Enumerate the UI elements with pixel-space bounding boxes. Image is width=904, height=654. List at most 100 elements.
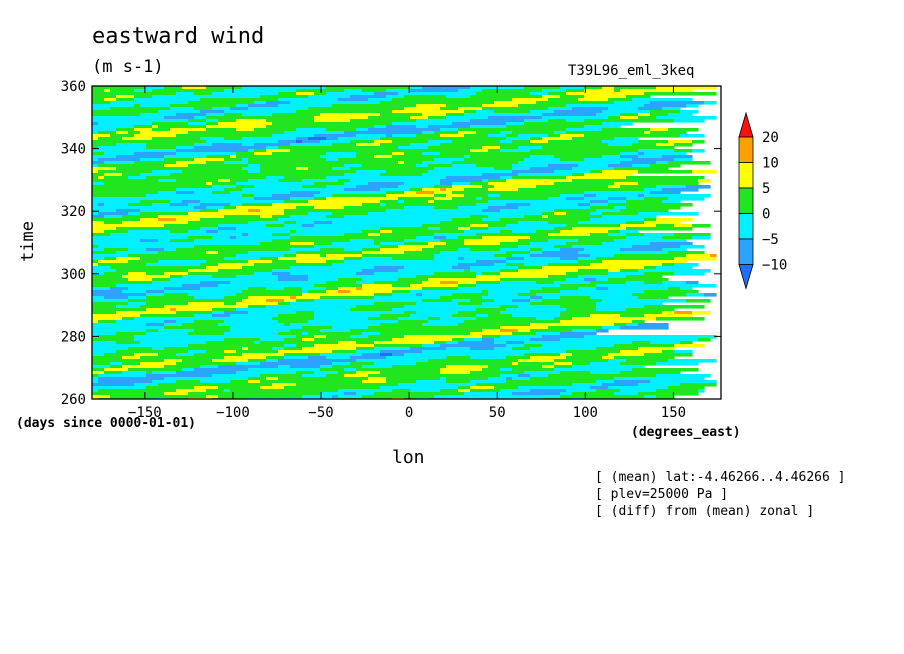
field-cell [254, 341, 261, 345]
field-cell [608, 287, 669, 291]
field-cell [200, 137, 225, 141]
field-cell [440, 182, 453, 186]
field-cell [176, 191, 195, 195]
field-cell [416, 236, 435, 240]
field-cell [614, 101, 651, 105]
x-axis-units: (degrees_east) [631, 425, 741, 440]
field-cell [92, 209, 117, 213]
field-cell [272, 260, 297, 264]
field-cell [92, 266, 111, 270]
field-cell [158, 215, 225, 219]
field-cell [608, 200, 627, 204]
field-cell [428, 227, 441, 231]
field-cell [296, 311, 315, 315]
field-cell [608, 230, 621, 234]
field-cell [392, 230, 465, 234]
field-cell [326, 197, 399, 201]
field-cell [140, 131, 189, 135]
field-cell [434, 233, 477, 237]
field-cell [314, 245, 381, 249]
field-cell [284, 221, 297, 225]
field-cell [224, 257, 261, 261]
field-cell [350, 335, 369, 339]
field-cell [146, 293, 165, 297]
run-label: T39L96_eml_3keq [568, 63, 695, 79]
field-cell [488, 365, 543, 369]
field-cell [560, 314, 591, 318]
field-cell [548, 374, 657, 378]
field-cell [692, 236, 711, 240]
field-cell [272, 122, 393, 126]
field-cell [596, 287, 609, 291]
field-cell [620, 362, 657, 366]
field-cell [386, 125, 417, 129]
field-cell [98, 377, 165, 381]
field-cell [428, 317, 441, 321]
field-cell [644, 395, 657, 399]
field-cell [386, 170, 429, 174]
field-cell [488, 290, 531, 294]
field-cell [566, 197, 585, 201]
field-cell [362, 230, 381, 234]
field-cell [386, 209, 483, 213]
field-cell [476, 308, 507, 312]
field-cell [380, 143, 411, 147]
colorbar-box [738, 187, 754, 214]
field-cell [260, 95, 309, 99]
field-cell [356, 371, 381, 375]
field-cell [422, 287, 459, 291]
field-cell [470, 149, 489, 153]
field-cell [92, 347, 129, 351]
colorbar-arrow-bottom [738, 264, 754, 290]
field-cell [500, 248, 531, 252]
field-cell [614, 89, 621, 93]
field-cell [92, 227, 117, 231]
field-cell [296, 140, 303, 144]
field-cell [476, 272, 483, 276]
field-cell [668, 386, 705, 390]
field-cell [188, 131, 285, 135]
field-cell [596, 302, 663, 306]
field-cell [380, 227, 429, 231]
field-cell [176, 389, 207, 393]
field-cell [386, 194, 435, 198]
field-cell [176, 380, 201, 384]
field-cell [110, 134, 135, 138]
field-cell [494, 101, 537, 105]
field-cell [620, 152, 639, 156]
field-cell [92, 152, 105, 156]
field-cell [602, 140, 639, 144]
field-cell [350, 167, 435, 171]
field-cell [92, 344, 189, 348]
field-cell [242, 203, 273, 207]
field-cell [188, 344, 285, 348]
field-cell [92, 290, 123, 294]
field-cell [572, 179, 699, 183]
field-cell [314, 119, 351, 123]
field-cell [452, 182, 471, 186]
field-cell [374, 239, 405, 243]
field-cell [680, 245, 705, 249]
x-tick-label: 150 [661, 405, 686, 421]
field-cell [446, 341, 459, 345]
field-cell [338, 287, 357, 291]
field-cell [398, 383, 477, 387]
field-cell [488, 206, 519, 210]
field-cell [566, 119, 585, 123]
field-cell [542, 344, 615, 348]
field-cell [152, 203, 171, 207]
field-cell [92, 341, 117, 345]
field-cell [404, 251, 441, 255]
field-cell [626, 95, 651, 99]
field-cell [278, 92, 297, 96]
field-cell [242, 353, 285, 357]
field-cell [368, 182, 405, 186]
field-cell [614, 182, 639, 186]
colorbar-box [738, 213, 754, 240]
field-cell [578, 275, 627, 279]
field-cell [530, 167, 573, 171]
field-cell [92, 365, 111, 369]
field-cell [92, 218, 141, 222]
field-cell [362, 365, 393, 369]
field-cell [674, 119, 705, 123]
